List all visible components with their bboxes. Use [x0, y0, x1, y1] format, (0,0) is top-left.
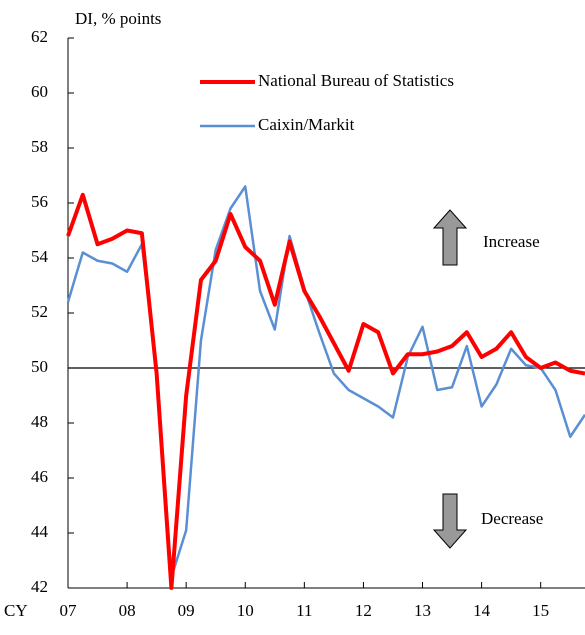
y-tick-label: 48	[31, 412, 48, 431]
x-tick-label: 08	[119, 601, 136, 620]
x-tick-label: 11	[296, 601, 312, 620]
legend-label: Caixin/Markit	[258, 115, 355, 134]
y-tick-label: 42	[31, 577, 48, 596]
decrease-arrow	[432, 493, 468, 549]
annotation: Increase	[483, 232, 540, 251]
x-tick-label: 12	[355, 601, 372, 620]
x-axis-label: CY	[4, 601, 28, 620]
increase-arrow	[432, 209, 468, 266]
y-tick-label: 52	[31, 302, 48, 321]
x-tick-label: 13	[414, 601, 431, 620]
x-tick-label: 07	[60, 601, 78, 620]
y-tick-label: 58	[31, 137, 48, 156]
x-tick-label: 10	[237, 601, 254, 620]
y-tick-label: 62	[31, 27, 48, 46]
y-tick-label: 44	[31, 522, 49, 541]
x-tick-label: 14	[473, 601, 491, 620]
annotation: Decrease	[481, 509, 543, 528]
chart-title: DI, % points	[75, 9, 161, 28]
x-tick-label: 09	[178, 601, 195, 620]
y-tick-label: 56	[31, 192, 48, 211]
y-tick-label: 54	[31, 247, 49, 266]
y-tick-label: 60	[31, 82, 48, 101]
y-tick-label: 46	[31, 467, 48, 486]
x-tick-label: 15	[532, 601, 549, 620]
data-line	[66, 192, 585, 590]
y-tick-label: 50	[31, 357, 48, 376]
legend-label: National Bureau of Statistics	[258, 71, 454, 90]
